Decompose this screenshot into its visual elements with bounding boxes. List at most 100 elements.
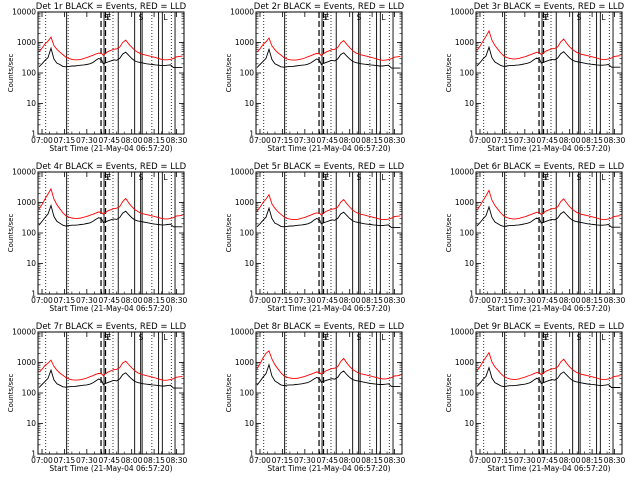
x-tick-label: 07:45 (98, 456, 120, 465)
y-tick-label: 1 (249, 130, 254, 139)
y-tick-label: 100 (22, 69, 37, 78)
marker-annotation: S (577, 173, 582, 182)
x-tick-label: 08:00 (121, 456, 143, 465)
lld-series-line (476, 351, 621, 380)
y-tick-label: 1 (249, 290, 254, 299)
y-tick-label: 1000 (17, 358, 36, 367)
x-tick-label: 08:15 (581, 296, 603, 305)
y-tick-label: 10000 (230, 168, 254, 177)
y-tick-label: 10 (244, 99, 254, 108)
y-tick-label: 1000 (17, 198, 36, 207)
detector-panel-9: Det 9r BLACK = Events, RED = LLD 1 10 100 10… (445, 322, 626, 473)
marker-annotation: S (322, 333, 327, 342)
detector-panel-6: Det 6r BLACK = Events, RED = LLD 1 10 100 10… (445, 162, 626, 313)
x-tick-label: 08:15 (143, 136, 165, 145)
y-tick-label: 10 (26, 99, 36, 108)
marker-annotation: E (545, 333, 550, 342)
detector-panel-7: Det 7r BLACK = Events, RED = LLD 1 10 100 10… (7, 322, 188, 473)
y-tick-label: 1000 (455, 358, 474, 367)
y-tick-label: 1000 (455, 198, 474, 207)
marker-annotation: L (381, 13, 386, 22)
y-tick-label: 1 (469, 290, 474, 299)
events-series-line (38, 203, 183, 228)
x-tick-label: 08:15 (581, 456, 603, 465)
x-tick-label: 07:00 (31, 296, 53, 305)
events-series-line (38, 46, 183, 69)
x-tick-label: 07:30 (294, 456, 316, 465)
x-axis-label: Start Time (21-May-04 06:57:20) (487, 464, 610, 473)
y-tick-label: 10 (464, 99, 474, 108)
marker-annotation: S (104, 13, 109, 22)
lld-series-line (256, 350, 401, 380)
x-tick-label: 07:15 (492, 296, 514, 305)
y-tick-label: 10 (26, 419, 36, 428)
x-tick-label: 07:15 (492, 136, 514, 145)
marker-annotation: S (577, 333, 582, 342)
y-tick-label: 10000 (230, 8, 254, 17)
y-axis-label: Counts/sec (225, 214, 233, 253)
x-tick-label: 08:00 (339, 136, 361, 145)
y-tick-label: 1 (249, 450, 254, 459)
y-axis-label: Counts/sec (445, 54, 453, 93)
x-tick-label: 07:15 (54, 296, 76, 305)
marker-annotation: S (322, 173, 327, 182)
x-tick-label: 08:00 (339, 296, 361, 305)
x-tick-label: 07:45 (316, 136, 338, 145)
x-tick-label: 08:15 (361, 136, 383, 145)
x-tick-label: 07:15 (272, 296, 294, 305)
x-tick-label: 07:30 (514, 296, 536, 305)
y-tick-label: 1000 (235, 358, 254, 367)
y-tick-label: 100 (460, 389, 475, 398)
y-tick-label: 10 (26, 259, 36, 268)
marker-annotation: L (163, 333, 168, 342)
x-tick-label: 07:30 (514, 456, 536, 465)
x-axis-label: Start Time (21-May-04 06:57:20) (487, 144, 610, 153)
panel-title: Det 5r BLACK = Events, RED = LLD (254, 162, 405, 172)
marker-annotation: S (139, 173, 144, 182)
y-tick-label: 100 (22, 229, 37, 238)
x-tick-label: 08:00 (559, 456, 581, 465)
x-tick-label: 08:00 (339, 456, 361, 465)
y-tick-label: 100 (240, 229, 255, 238)
x-tick-label: 07:45 (316, 456, 338, 465)
events-series-line (476, 45, 621, 68)
x-tick-label: 08:30 (166, 456, 188, 465)
x-tick-label: 07:00 (249, 136, 271, 145)
x-tick-label: 07:30 (76, 456, 98, 465)
y-tick-label: 10 (464, 419, 474, 428)
marker-annotation: L (381, 333, 386, 342)
y-axis-label: Counts/sec (225, 374, 233, 413)
panel-title: Det 2r BLACK = Events, RED = LLD (254, 2, 405, 12)
marker-annotation: S (542, 333, 547, 342)
x-tick-label: 08:30 (384, 136, 406, 145)
x-tick-label: 07:30 (76, 136, 98, 145)
x-tick-label: 07:15 (272, 456, 294, 465)
marker-annotation: S (357, 13, 362, 22)
x-tick-label: 07:00 (469, 456, 491, 465)
x-tick-label: 07:15 (272, 136, 294, 145)
lld-series-line (38, 187, 183, 220)
y-tick-label: 1 (469, 450, 474, 459)
y-tick-label: 10000 (12, 168, 36, 177)
marker-annotation: E (325, 333, 330, 342)
x-tick-label: 08:15 (581, 136, 603, 145)
marker-annotation: E (325, 173, 330, 182)
marker-annotation: L (163, 13, 168, 22)
events-series-line (38, 368, 183, 389)
lld-series-line (38, 36, 183, 61)
y-tick-label: 10000 (12, 8, 36, 17)
x-tick-label: 08:30 (604, 296, 626, 305)
lld-series-line (256, 193, 401, 221)
panel-title: Det 7r BLACK = Events, RED = LLD (36, 322, 187, 332)
y-tick-label: 1000 (235, 38, 254, 47)
marker-annotation: S (104, 173, 109, 182)
x-tick-label: 08:30 (384, 456, 406, 465)
y-tick-label: 10000 (450, 168, 474, 177)
x-tick-label: 08:30 (604, 136, 626, 145)
x-tick-label: 08:00 (121, 296, 143, 305)
x-tick-label: 08:30 (166, 136, 188, 145)
x-tick-label: 08:30 (166, 296, 188, 305)
x-tick-label: 07:15 (492, 456, 514, 465)
lld-series-line (476, 29, 621, 60)
